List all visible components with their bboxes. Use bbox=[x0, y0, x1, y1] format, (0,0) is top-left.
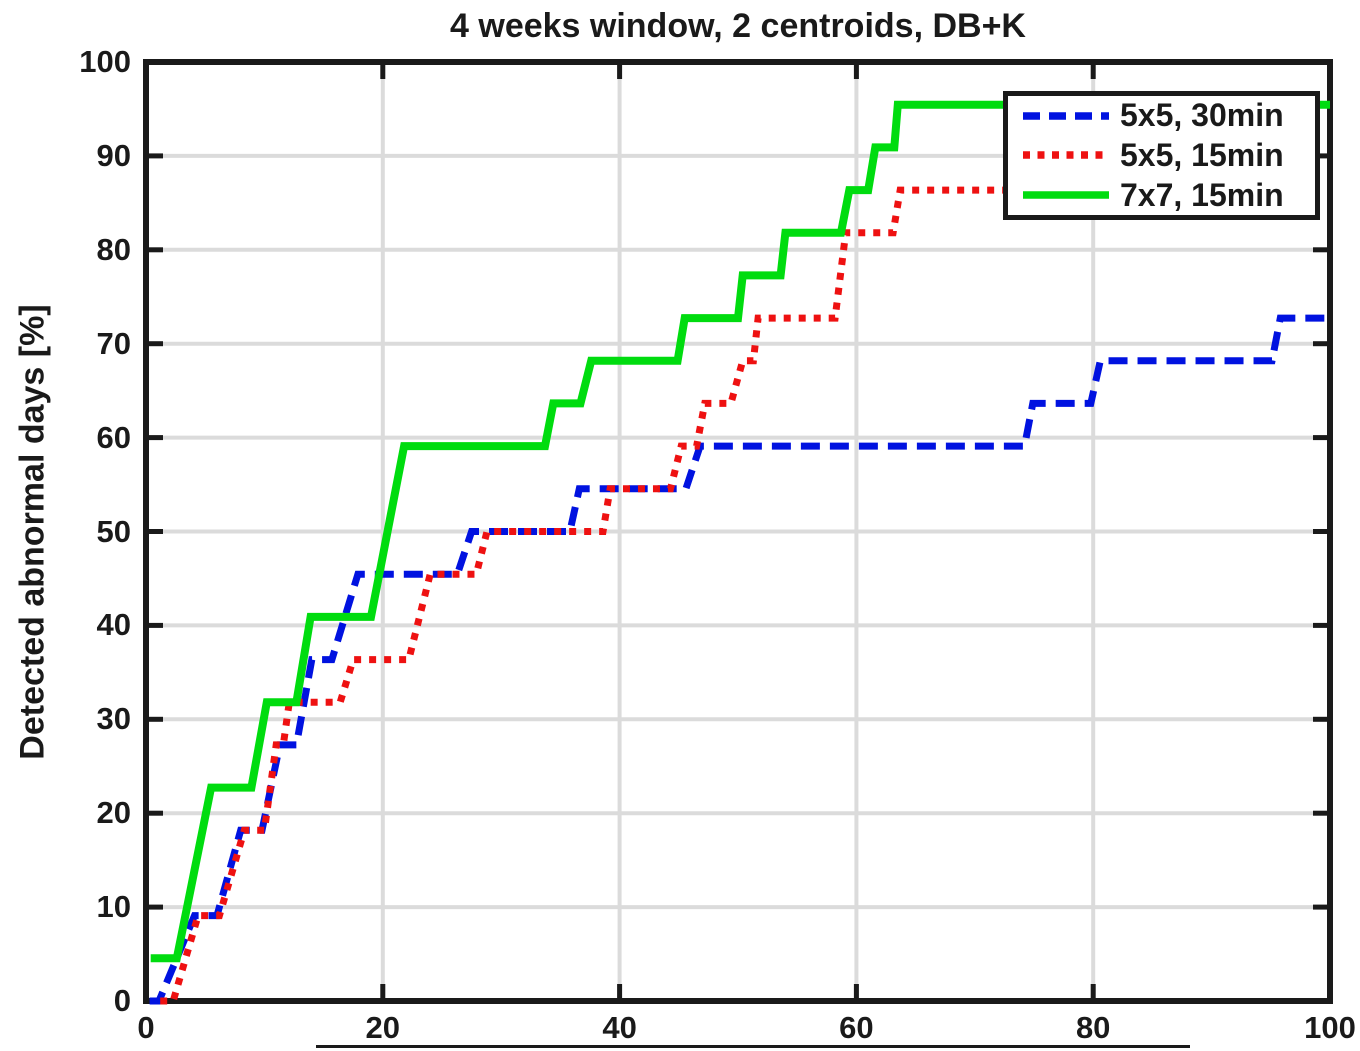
axis-box bbox=[143, 59, 1333, 1004]
tick-marks bbox=[149, 65, 1327, 998]
cropped-xaxis-label-artifact bbox=[316, 1045, 1190, 1048]
legend-item: 5x5, 15min bbox=[1021, 137, 1315, 174]
series-curve-7x7-15min bbox=[150, 100, 1330, 963]
y-tick-label: 20 bbox=[96, 795, 131, 831]
y-tick-label: 70 bbox=[96, 325, 131, 361]
legend-label: 7x7, 15min bbox=[1120, 176, 1284, 213]
chart-title: 4 weeks window, 2 centroids, DB+K bbox=[450, 7, 1026, 45]
legend-line-sample bbox=[1023, 112, 1109, 120]
y-tick-label: 0 bbox=[113, 983, 131, 1018]
legend-line-sample bbox=[1023, 191, 1109, 199]
x-tick-label: 20 bbox=[365, 1010, 401, 1045]
legend-label: 5x5, 30min bbox=[1120, 97, 1284, 134]
series-curve-5x5-30min bbox=[149, 314, 1330, 1005]
x-tick-label: 40 bbox=[602, 1010, 637, 1045]
series-curve-5x5-15min bbox=[160, 101, 1330, 1005]
legend-line-sample bbox=[1023, 151, 1109, 160]
x-tick-label: 0 bbox=[137, 1010, 155, 1045]
legend-item: 5x5, 30min bbox=[1021, 97, 1315, 134]
y-tick-label: 40 bbox=[96, 607, 131, 643]
x-tick-label: 80 bbox=[1075, 1010, 1111, 1045]
x-tick-label: 60 bbox=[839, 1010, 874, 1045]
legend-item: 7x7, 15min bbox=[1021, 177, 1315, 214]
legend-label: 5x5, 15min bbox=[1120, 136, 1284, 173]
legend: 5x5, 30min 5x5, 15min 7x7, 15min bbox=[1003, 91, 1320, 220]
y-tick-label: 30 bbox=[96, 701, 131, 737]
y-tick-label: 50 bbox=[96, 513, 131, 549]
y-tick-label: 100 bbox=[79, 44, 131, 79]
y-tick-label: 80 bbox=[96, 231, 131, 267]
x-tick-label: 100 bbox=[1304, 1010, 1356, 1045]
y-tick-label: 90 bbox=[96, 137, 131, 173]
y-tick-label: 60 bbox=[96, 419, 131, 455]
y-tick-label: 10 bbox=[96, 889, 131, 925]
